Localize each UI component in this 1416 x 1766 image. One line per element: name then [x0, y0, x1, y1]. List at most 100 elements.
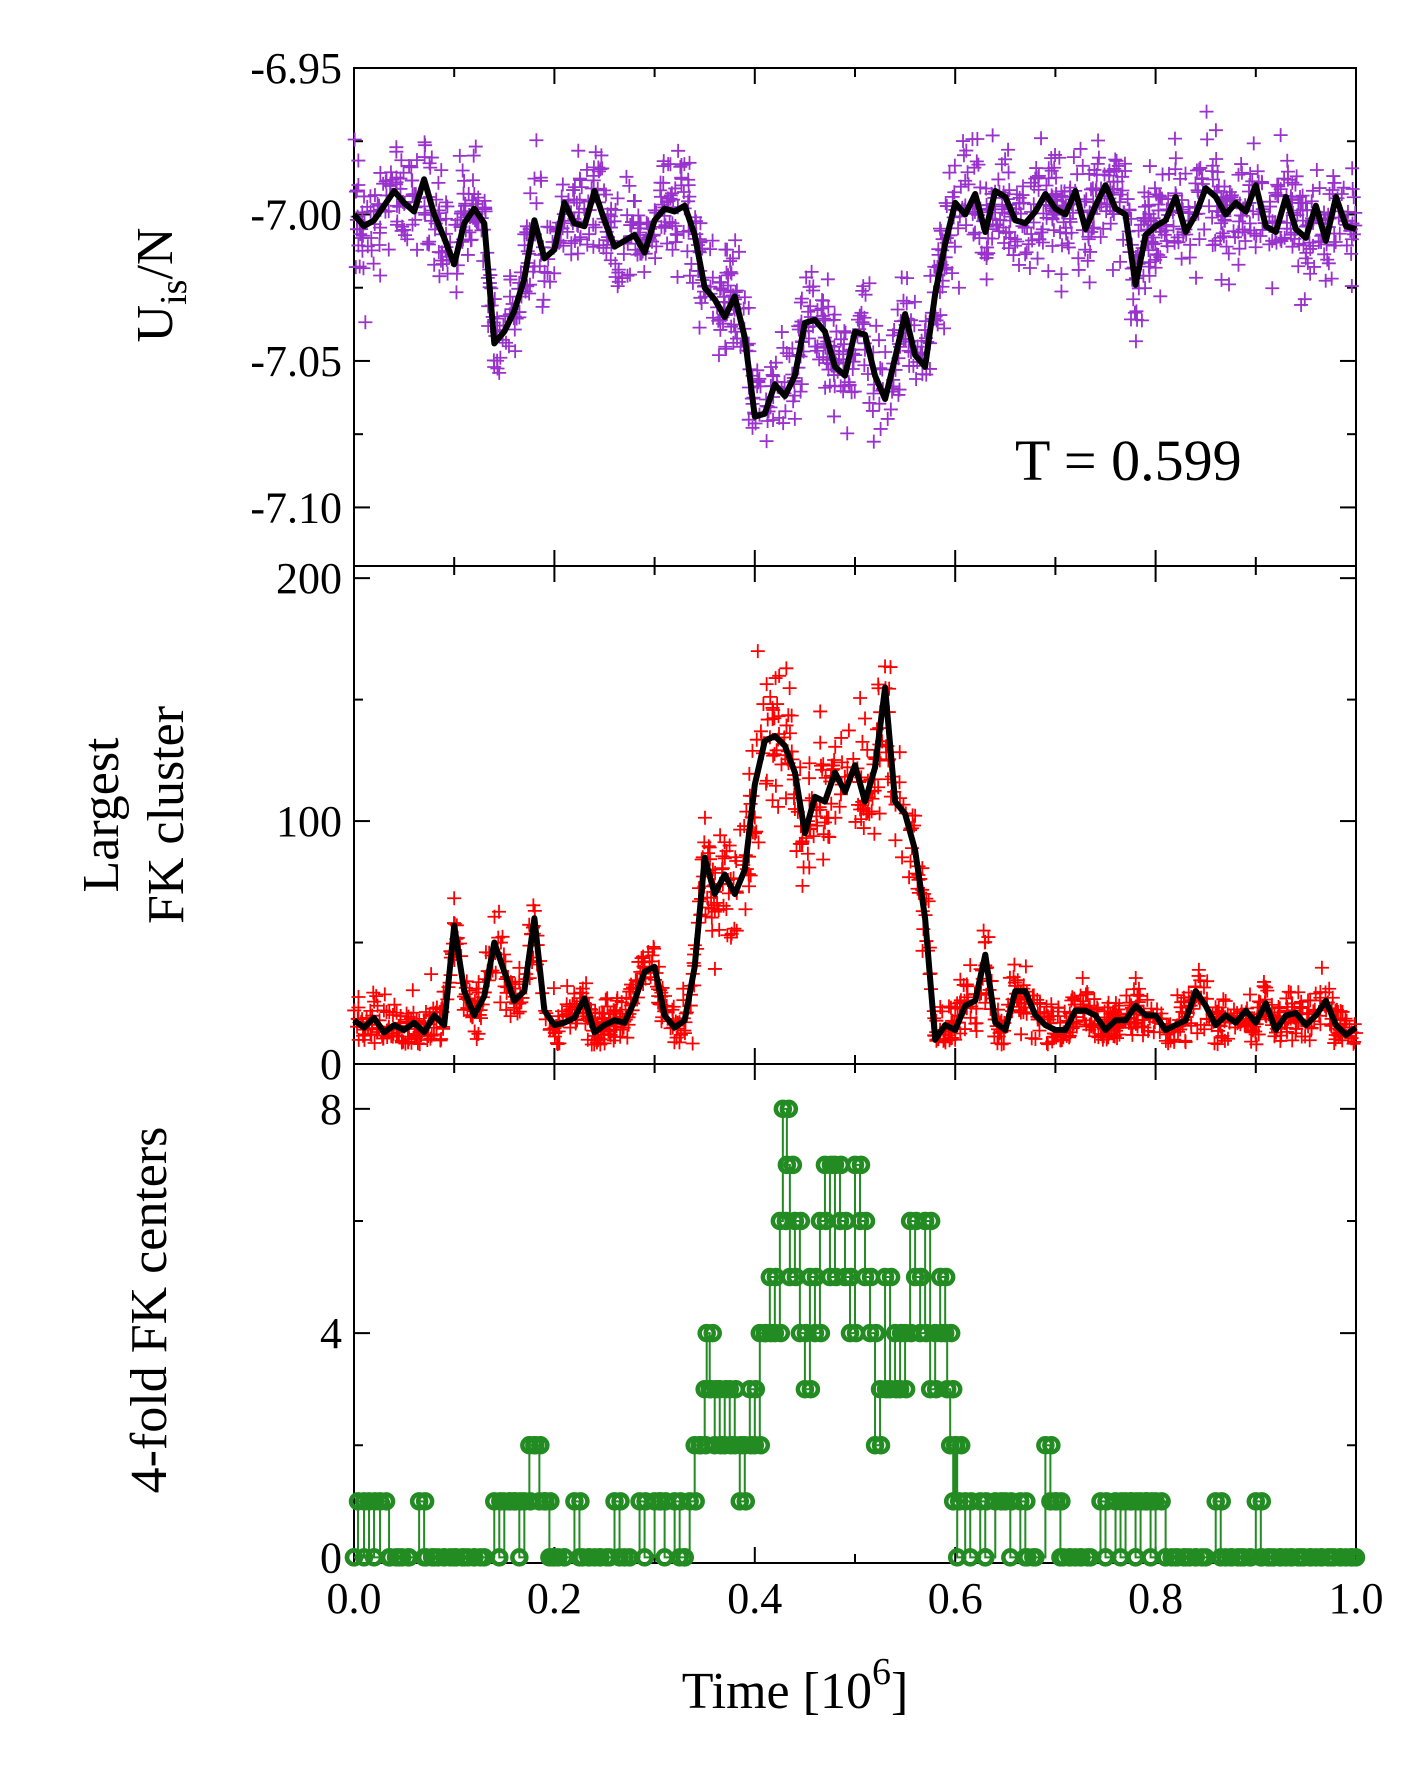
top-raw-point [1250, 164, 1265, 179]
middle-raw-point [363, 1027, 378, 1042]
top-raw-point [363, 204, 378, 219]
bottom-point [751, 1436, 771, 1455]
top-raw-point [410, 242, 425, 257]
bottom-ytick-label: 0 [320, 1533, 342, 1582]
bottom-point [675, 1548, 694, 1567]
top-raw-point [810, 339, 825, 354]
top-raw-point [586, 217, 601, 232]
middle-raw-point [499, 1002, 514, 1017]
top-raw-point [663, 157, 678, 172]
top-raw-point [358, 315, 373, 330]
top-raw-point [1243, 223, 1258, 238]
top-raw-point [661, 194, 676, 209]
top-raw-point [766, 412, 781, 427]
top-raw-point [1205, 172, 1220, 187]
middle-raw-point [1086, 1020, 1101, 1035]
top-raw-point [1001, 165, 1016, 180]
top-raw-point [434, 163, 449, 178]
middle-raw-point [1127, 982, 1141, 997]
top-raw-point [1202, 199, 1217, 214]
top-raw-point [608, 256, 623, 271]
top-raw-point [1247, 226, 1262, 241]
bottom-point [454, 1548, 474, 1567]
middle-raw-point [1214, 1030, 1229, 1045]
middle-ylabel-2: FK cluster [138, 706, 195, 924]
middle-raw-point [817, 815, 832, 830]
top-raw-point [1030, 251, 1045, 266]
top-raw-point [1189, 163, 1204, 178]
top-raw-point [555, 177, 570, 192]
middle-raw-point [1064, 993, 1079, 1008]
top-raw-point [1137, 185, 1152, 200]
top-raw-point [979, 272, 994, 287]
top-raw-point [1142, 159, 1157, 174]
middle-raw-point [1075, 970, 1090, 985]
top-raw-point [1209, 152, 1224, 167]
middle-raw-point [410, 1036, 425, 1051]
middle-raw-point [976, 923, 991, 938]
middle-raw-point [768, 671, 783, 686]
top-raw-point [1318, 273, 1333, 288]
middle-raw-point [1028, 1031, 1043, 1046]
top-raw-point [871, 333, 886, 348]
bottom-point [1261, 1548, 1281, 1567]
top-raw-point [1192, 232, 1207, 247]
top-raw-point [1066, 150, 1081, 165]
top-raw-point [1035, 235, 1050, 250]
top-raw-point [529, 196, 544, 211]
top-raw-point [1027, 179, 1042, 194]
top-raw-point [991, 172, 1006, 187]
top-raw-point [766, 369, 781, 384]
bottom-point [1231, 1548, 1251, 1567]
top-raw-point [656, 154, 671, 169]
middle-raw-point [1158, 1033, 1173, 1048]
top-raw-point [357, 189, 372, 204]
middle-raw-point [895, 850, 910, 865]
middle-raw-point [1084, 1019, 1099, 1034]
middle-raw-point [832, 799, 847, 814]
plot-bottom: 0 4 8 0.0 0.2 0.4 0.6 0.8 1.0 [320, 1063, 1384, 1623]
top-raw-point [1128, 334, 1143, 349]
bottom-series-line [354, 1107, 1356, 1559]
middle-raw-point [579, 976, 594, 991]
bottom-point [871, 1436, 891, 1455]
middle-raw-point [759, 677, 774, 692]
middle-raw-point [802, 771, 817, 786]
middle-raw-point [1128, 971, 1143, 985]
middle-ylabel: Largest [73, 737, 130, 893]
middle-raw-point [471, 975, 486, 990]
middle-raw-point [347, 1003, 362, 1018]
middle-raw-point [1007, 957, 1022, 972]
bottom-point [600, 1548, 619, 1567]
top-raw-point [351, 178, 366, 193]
top-raw-point [1312, 181, 1327, 196]
top-raw-point [354, 231, 369, 246]
middle-raw-point [418, 1005, 433, 1020]
middle-raw-point [1106, 1028, 1121, 1043]
top-raw-point [512, 310, 527, 325]
top-raw-point [906, 358, 921, 373]
top-raw-point [1205, 238, 1220, 253]
top-ylabel-suffix: /N [127, 228, 184, 280]
top-raw-point [1210, 164, 1225, 179]
top-raw-point [989, 217, 1004, 232]
top-raw-point [737, 290, 752, 305]
top-raw-point [1079, 192, 1094, 207]
top-raw-point [449, 285, 464, 300]
top-raw-point [1124, 312, 1139, 327]
top-raw-point [1224, 190, 1239, 205]
bottom-point [746, 1379, 766, 1399]
bottom-point [610, 1548, 629, 1567]
middle-raw-point [853, 691, 868, 706]
top-raw-point [1222, 277, 1236, 292]
top-raw-point [721, 268, 736, 283]
top-ylabel-subscript: is [153, 280, 195, 305]
bottom-point [1241, 1548, 1261, 1567]
middle-raw-point [1335, 1004, 1350, 1019]
middle-raw-point [712, 922, 727, 937]
top-raw-point [827, 409, 842, 424]
top-raw-point [671, 143, 686, 158]
top-raw-point [579, 162, 594, 177]
top-raw-point [883, 402, 898, 417]
top-raw-point [720, 242, 735, 257]
